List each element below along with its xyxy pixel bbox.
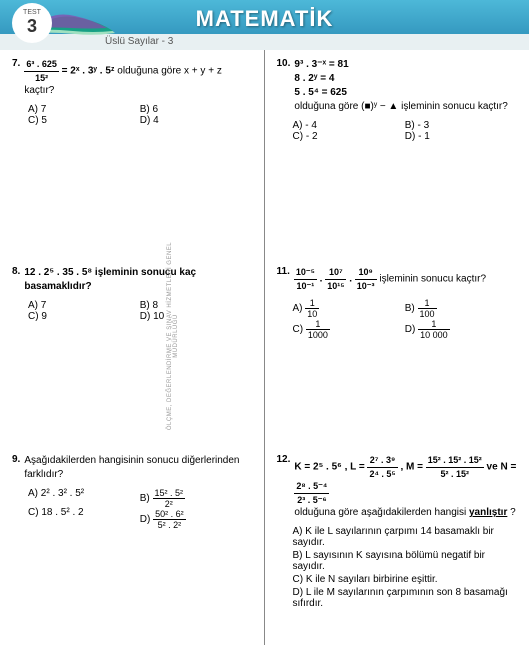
test-badge: TEST 3 [12,3,52,43]
right-column: 10. 9³ . 3⁻ˣ = 81 8 . 2ʸ = 4 5 . 5⁴ = 62… [265,50,529,645]
fraction: 10⁹10⁻³ [355,266,377,292]
question-11: 11. 10⁻⁵10⁻¹ . 10⁷10¹⁵ . 10⁹10⁻³ işlemin… [277,266,518,426]
option-b: B) 6 [140,104,252,115]
option-d: D) 10 [140,311,252,322]
question-7: 7. 6³ . 625 15² = 2ˣ . 3ʸ . 5ᶻ olduğuna … [12,58,252,238]
q-number: 11. [277,266,290,277]
question-8: 8. 12 . 2⁵ . 35 . 5⁸ işleminin sonucu ka… [12,266,252,426]
option-c: C) K ile N sayıları birbirine eşittir. [293,574,518,585]
vertical-watermark: ÖLÇME, DEĞERLENDİRME VE SINAV HİZMETLERİ… [167,236,179,436]
fraction: 1100 [418,298,437,319]
answers: A) 2² . 3² . 5² C) 18 . 5² . 2 B) 15² . … [28,488,252,530]
q-number: 8. [12,266,20,277]
page-body: ÖLÇME, DEĞERLENDİRME VE SINAV HİZMETLERİ… [0,50,529,645]
fraction: 6³ . 625 15² [24,58,59,84]
option-d: D) L ile M sayılarının çarpımının son 8 … [293,587,518,609]
option-a: A) 7 [28,104,140,115]
option-a: A) K ile L sayılarının çarpımı 14 basama… [293,526,518,548]
option-a: A) 7 [28,300,140,311]
question-9: 9. Aşağıdakilerden hangisinin sonucu diğ… [12,454,252,574]
answers: A) - 4 C) - 2 B) - 3 D) - 1 [293,120,518,142]
q-text: 6³ . 625 15² = 2ˣ . 3ʸ . 5ᶻ olduğuna gör… [24,58,251,98]
q-text: 12 . 2⁵ . 35 . 5⁸ işleminin sonucu kaç b… [24,266,251,294]
test-label: TEST [23,9,41,16]
q-text: 10⁻⁵10⁻¹ . 10⁷10¹⁵ . 10⁹10⁻³ işleminin s… [294,266,517,292]
option-d: D) 4 [140,115,252,126]
option-a: A) 110 [293,298,405,319]
q-text: 9³ . 3⁻ˣ = 81 8 . 2ʸ = 4 5 . 5⁴ = 625 ol… [294,58,517,114]
option-d: D) 50² . 6² 5² . 2² [140,509,252,530]
answers: A) 7 C) 9 B) 8 D) 10 [28,300,252,322]
q-number: 12. [277,454,291,465]
option-d: D) - 1 [405,131,517,142]
fraction: 110 [305,298,319,319]
answers: A) 110 C) 11000 B) 1100 D) 1 [293,298,518,340]
q-number: 7. [12,58,20,69]
fraction: 15² . 15² . 15²5² . 15² [426,454,484,480]
option-c: C) - 2 [293,131,405,142]
q-number: 9. [12,454,20,465]
option-c: C) 18 . 5² . 2 [28,507,140,518]
fraction: 110 000 [418,319,450,340]
option-a: A) 2² . 3² . 5² [28,488,140,499]
answers: A) 7 C) 5 B) 6 D) 4 [28,104,252,126]
q-text: K = 2⁵ . 5⁶ , L = 2⁷ . 3⁹2⁴ . 5⁵ , M = 1… [294,454,517,520]
q-number: 10. [277,58,291,69]
option-c: C) 11000 [293,319,405,340]
option-b: B) L sayısının K sayısına bölümü negatif… [293,550,518,572]
option-b: B) - 3 [405,120,517,131]
option-a: A) - 4 [293,120,405,131]
option-c: C) 9 [28,311,140,322]
fraction: 10⁷10¹⁵ [325,266,346,292]
question-10: 10. 9³ . 3⁻ˣ = 81 8 . 2ʸ = 4 5 . 5⁴ = 62… [277,58,518,238]
fraction: 15² . 5² 2² [153,488,186,509]
page-header: TEST 3 MATEMATİK Üslü Sayılar - 3 [0,0,529,50]
option-b: B) 15² . 5² 2² [140,488,252,509]
option-d: D) 110 000 [405,319,517,340]
left-column: 7. 6³ . 625 15² = 2ˣ . 3ʸ . 5ᶻ olduğuna … [0,50,265,645]
answers: A) K ile L sayılarının çarpımı 14 basama… [293,526,518,609]
question-12: 12. K = 2⁵ . 5⁶ , L = 2⁷ . 3⁹2⁴ . 5⁵ , M… [277,454,518,609]
option-b: B) 8 [140,300,252,311]
fraction: 2⁸ . 5⁻⁴2³ . 5⁻⁶ [294,480,329,506]
fraction: 11000 [306,319,330,340]
test-number: 3 [27,16,37,37]
q-text: Aşağıdakilerden hangisinin sonucu diğerl… [24,454,251,482]
option-b: B) 1100 [405,298,517,319]
fraction: 10⁻⁵10⁻¹ [294,266,317,292]
option-c: C) 5 [28,115,140,126]
fraction: 2⁷ . 3⁹2⁴ . 5⁵ [367,454,397,480]
fraction: 50² . 6² 5² . 2² [153,509,186,530]
